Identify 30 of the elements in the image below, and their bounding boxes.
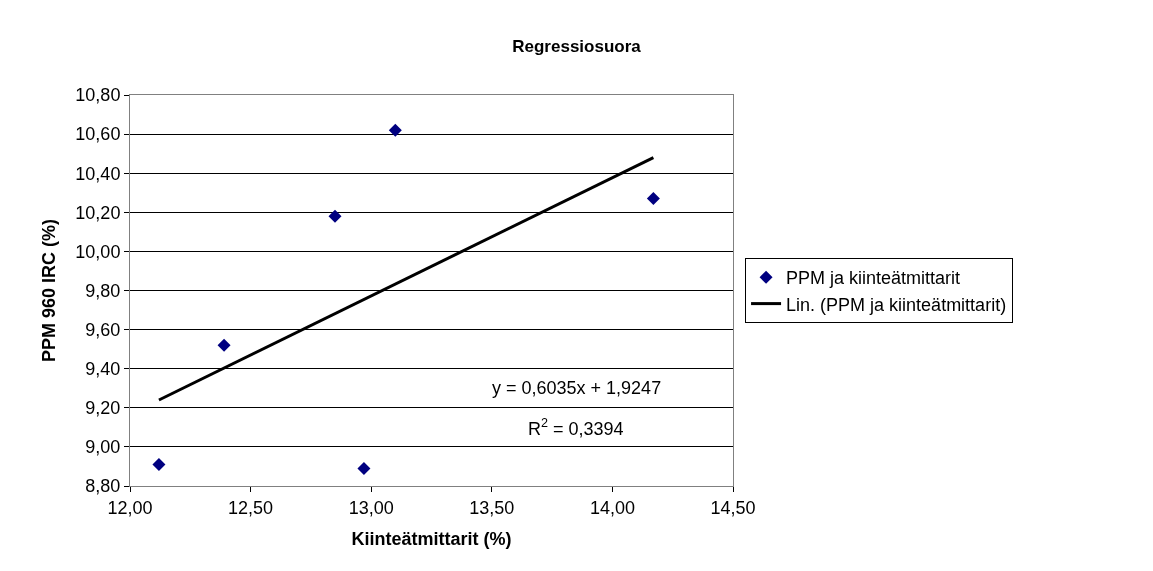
- y-tick-label: 9,20: [85, 398, 121, 419]
- annotation: R$^{2}$ = 0,3394: [528, 416, 624, 439]
- point: [328, 209, 342, 223]
- annotation: y = 0,6035x + 1,9247: [492, 378, 662, 398]
- y-tick-label: 10,40: [75, 163, 121, 184]
- chart-title: Regressiosuora: [512, 36, 642, 56]
- y-tick-label: 9,00: [85, 437, 121, 458]
- x-tick-label: 14,50: [710, 497, 756, 518]
- point: [357, 461, 371, 475]
- y-tick-label: 9,80: [85, 280, 121, 301]
- point: [152, 458, 166, 471]
- y-tick-label: 10,60: [75, 124, 121, 145]
- x-tick-label: 12,50: [228, 497, 274, 518]
- x-axis-title: Kiinteätmittarit (%): [351, 528, 512, 549]
- y-tick-label: 10,80: [75, 85, 121, 106]
- point: [646, 192, 660, 206]
- y-tick-label: 10,20: [75, 202, 121, 223]
- x-tick-label: 14,00: [589, 497, 635, 518]
- y-tick-label: 9,40: [85, 359, 121, 379]
- x-tick-label: 13,00: [348, 497, 394, 518]
- x-tick-label: 12,00: [107, 497, 153, 518]
- legend-label: Lin. (PPM ja kiinteätmittarit): [786, 294, 1007, 315]
- y-tick-label: 8,80: [85, 476, 121, 497]
- y-axis-title: PPM 960 IRC (%): [38, 218, 59, 363]
- y-tick-label: 10,00: [75, 241, 121, 262]
- legend-label: PPM ja kiinteätmittarit: [786, 268, 961, 289]
- y-tick-label: 9,60: [85, 319, 121, 340]
- x-tick-label: 13,50: [469, 497, 515, 518]
- point: [388, 123, 402, 137]
- point: [217, 338, 231, 352]
